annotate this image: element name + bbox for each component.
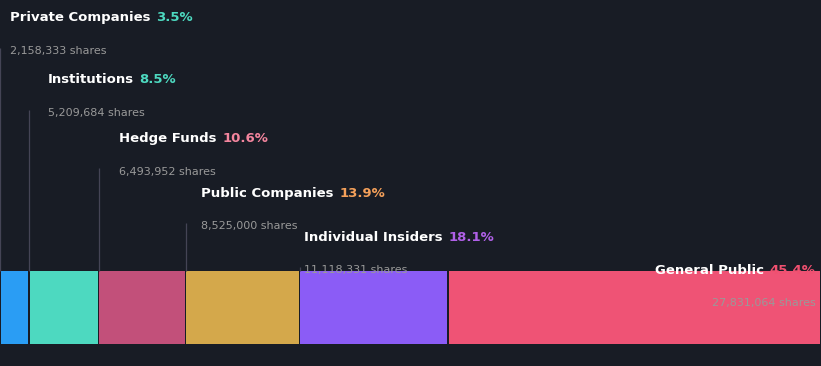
Text: 45.4%: 45.4%	[769, 264, 815, 277]
Bar	[99, 271, 185, 344]
Text: 5,209,684 shares: 5,209,684 shares	[48, 108, 144, 118]
Text: 10.6%: 10.6%	[222, 132, 268, 145]
Text: Private Companies: Private Companies	[10, 11, 150, 24]
Text: Public Companies: Public Companies	[201, 187, 333, 200]
Bar	[300, 271, 447, 344]
Text: Hedge Funds: Hedge Funds	[119, 132, 217, 145]
Bar	[30, 271, 98, 344]
Text: 3.5%: 3.5%	[156, 11, 193, 24]
Text: 8,525,000 shares: 8,525,000 shares	[201, 221, 298, 231]
Text: 2,158,333 shares: 2,158,333 shares	[10, 46, 107, 56]
Text: 27,831,064 shares: 27,831,064 shares	[712, 298, 815, 308]
Bar	[1, 271, 28, 344]
Text: 11,118,331 shares: 11,118,331 shares	[304, 265, 407, 275]
Text: 6,493,952 shares: 6,493,952 shares	[119, 167, 216, 176]
Text: 18.1%: 18.1%	[448, 231, 494, 244]
Bar	[449, 271, 820, 344]
Text: Institutions: Institutions	[48, 73, 134, 86]
Text: 13.9%: 13.9%	[339, 187, 385, 200]
Text: General Public: General Public	[654, 264, 764, 277]
Text: 8.5%: 8.5%	[140, 73, 177, 86]
Text: Individual Insiders: Individual Insiders	[304, 231, 443, 244]
Bar	[186, 271, 299, 344]
